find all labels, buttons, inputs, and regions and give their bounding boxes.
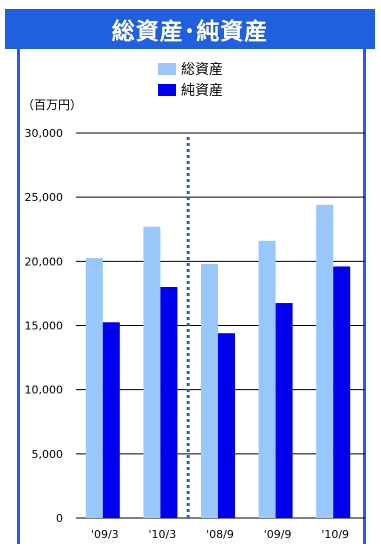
y-tick-label: 25,000	[25, 191, 64, 204]
bar-total-assets	[316, 204, 334, 518]
y-tick-label: 10,000	[25, 384, 64, 397]
x-tick-label: '09/3	[91, 528, 119, 541]
legend-swatch-total-assets	[158, 63, 176, 75]
y-tick-label: 5,000	[32, 448, 64, 461]
y-tick-label: 0	[56, 512, 63, 525]
y-tick-label: 15,000	[25, 320, 64, 333]
bar-net-assets	[218, 333, 235, 518]
bar-total-assets	[258, 240, 276, 519]
bar-total-assets	[85, 258, 103, 518]
bar-total-assets	[143, 226, 161, 518]
x-tick-labels: '09/3 '10/3 '08/9 '09/9 '10/9	[91, 528, 349, 541]
bar-net-assets	[160, 287, 178, 518]
legend-label-net-assets: 純資産	[181, 83, 223, 99]
bars	[85, 204, 351, 519]
bar-total-assets	[201, 263, 218, 518]
bar-net-assets	[333, 266, 351, 518]
y-tick-labels: 0 5,000 10,000 15,000 20,000 25,000 30,000	[25, 127, 64, 525]
x-tick-label: '10/3	[149, 528, 177, 541]
frame-right-border	[363, 49, 366, 544]
x-tick-label: '10/9	[321, 528, 349, 541]
legend-label-total-assets: 総資産	[181, 62, 223, 78]
chart-title: 総資産･純資産	[5, 9, 375, 49]
unit-label: （百万円）	[22, 98, 82, 112]
frame-left-border	[17, 49, 20, 544]
legend-swatch-net-assets	[158, 84, 176, 96]
y-tick-label: 30,000	[25, 127, 64, 140]
bar-net-assets	[275, 303, 293, 518]
bar-net-assets	[102, 322, 120, 518]
x-tick-label: '08/9	[206, 528, 234, 541]
x-tick-label: '09/9	[264, 528, 292, 541]
y-tick-label: 20,000	[25, 255, 64, 268]
legend: 総資産 純資産	[158, 62, 223, 99]
